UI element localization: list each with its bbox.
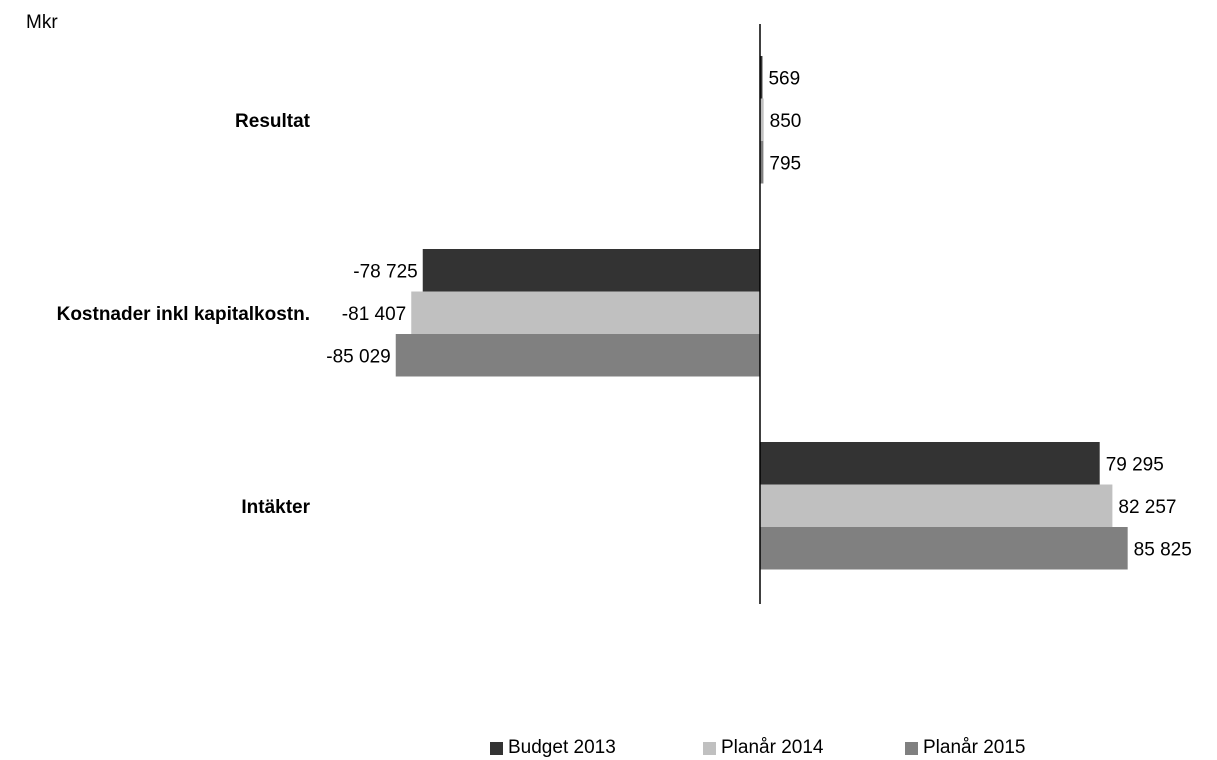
legend-swatch: [905, 741, 918, 755]
legend-item-planar-2015: Planår 2015: [905, 737, 1025, 759]
value-label-resultat-plan-r-2014: 850: [770, 111, 802, 132]
bar-int-kter-budget-2013: [760, 442, 1100, 485]
bar-chart: 569 850 795 -78 725 -81 407 -85 029 79 295 82 2…: [57, 24, 1192, 604]
value-label-kostnader-inkl-kapitalkostn-plan-r-2014: -81 407: [342, 304, 406, 325]
legend-item-budget-2013: Budget 2013: [490, 737, 616, 759]
bar-int-kter-plan-r-2014: [760, 484, 1113, 527]
bar-resultat-budget-2013: [760, 56, 763, 99]
category-labels-group: Resultat Kostnader inkl kapitalkostn. Intä…: [57, 111, 311, 518]
unit-label: Mkr: [26, 12, 58, 33]
value-label-int-kter-plan-r-2015: 85 825: [1134, 539, 1192, 560]
value-label-kostnader-inkl-kapitalkostn-plan-r-2015: -85 029: [326, 346, 390, 367]
bar-resultat-plan-r-2015: [760, 141, 764, 184]
category-label-resultat: Resultat: [235, 111, 311, 132]
category-label-int-kter: Intäkter: [241, 497, 310, 518]
legend-swatch: [703, 741, 716, 755]
legend: Budget 2013 Planår 2014 Planår 2015: [0, 737, 1217, 759]
legend-swatch: [490, 741, 503, 755]
category-label-kostnader-inkl-kapitalkostn: Kostnader inkl kapitalkostn.: [57, 304, 310, 325]
value-label-resultat-plan-r-2015: 795: [769, 153, 801, 174]
legend-label: Planår 2014: [721, 737, 824, 758]
bars-group: [395, 56, 1128, 570]
value-label-int-kter-plan-r-2014: 82 257: [1118, 497, 1176, 518]
legend-label: Planår 2015: [923, 737, 1026, 758]
value-labels-group: 569 850 795 -78 725 -81 407 -85 029 79 295 82 2…: [326, 68, 1192, 560]
bar-kostnader-inkl-kapitalkostn-plan-r-2015: [395, 334, 760, 377]
bar-kostnader-inkl-kapitalkostn-plan-r-2014: [411, 291, 760, 334]
legend-item-planar-2014: Planår 2014: [703, 737, 823, 759]
value-label-int-kter-budget-2013: 79 295: [1106, 454, 1164, 475]
legend-label: Budget 2013: [508, 737, 616, 758]
value-label-resultat-budget-2013: 569: [768, 68, 800, 89]
bar-resultat-plan-r-2014: [760, 98, 764, 141]
value-label-kostnader-inkl-kapitalkostn-budget-2013: -78 725: [353, 261, 417, 282]
bar-int-kter-plan-r-2015: [760, 527, 1128, 570]
bar-kostnader-inkl-kapitalkostn-budget-2013: [422, 249, 760, 292]
